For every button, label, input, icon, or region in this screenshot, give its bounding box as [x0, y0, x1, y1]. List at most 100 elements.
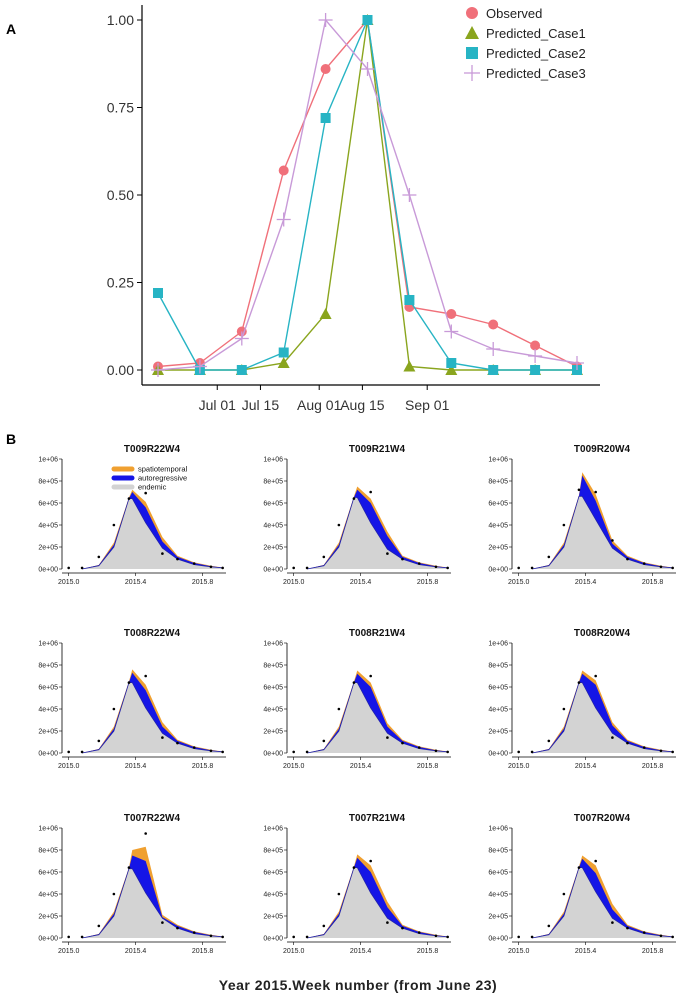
panel-b-observed-point [417, 746, 421, 749]
panel-b-observed-point [221, 935, 224, 939]
panel-a-point-0-3 [278, 165, 289, 176]
panel-b-observed-point [97, 924, 101, 928]
panel-b-x-tick-label: 2015.8 [642, 948, 664, 955]
panel-b-subplot-title: T009R20W4 [574, 444, 631, 455]
panel-b-observed-point [594, 490, 597, 494]
panel-b-observed-point [305, 566, 309, 570]
panel-b-subplot-title: T009R22W4 [124, 444, 181, 455]
panel-b-y-tick-label: 4e+05 [263, 892, 283, 899]
panel-a-point-3-9 [528, 349, 543, 363]
panel-b-endemic-outline [307, 682, 448, 754]
panel-b-observed-point [176, 557, 179, 561]
panel-b-observed-point [401, 926, 404, 930]
panel-b-observed-point [97, 739, 101, 743]
panel-b-x-tick-label: 2015.0 [58, 948, 80, 955]
panel-a-legend-label-1: Predicted_Case1 [486, 26, 586, 41]
panel-b-x-tick-label: 2015.8 [417, 579, 439, 586]
panel-b-y-tick-label: 2e+05 [38, 729, 58, 736]
panel-a-point-2-0 [153, 288, 163, 298]
panel-b-subplot-title: T007R22W4 [124, 813, 181, 824]
panel-b-observed-point [337, 892, 341, 896]
panel-b-subplot-1: T009R21W4 0e+00 2e+05 4e+05 6e+05 8e+05 1e+06 2… [263, 444, 451, 586]
panel-b-x-tick-label: 2015.4 [125, 579, 147, 586]
panel-b-observed-point [352, 497, 356, 500]
panel-a-y-tick-label: 0.00 [107, 362, 134, 378]
panel-b-observed-point [352, 681, 356, 684]
panel-b-observed-point [80, 750, 84, 754]
panel-b-y-tick-label: 8e+05 [488, 848, 508, 855]
panel-b-y-tick-label: 2e+05 [263, 914, 283, 921]
panel-b-observed-point [594, 859, 597, 863]
panel-a-point-3-0 [151, 363, 165, 377]
panel-b-observed-point [671, 566, 674, 570]
panel-b-observed-point [517, 750, 520, 754]
panel-b-subplot-title: T008R22W4 [124, 628, 181, 639]
panel-b-endemic-outline [82, 868, 223, 939]
panel-b-observed-point [517, 566, 520, 570]
panel-b-subplot-3: T008R22W4 0e+00 2e+05 4e+05 6e+05 8e+05 1e+06 2… [38, 628, 226, 770]
panel-b-observed-point [112, 523, 116, 527]
panel-b-observed-point [386, 552, 389, 555]
panel-b-legend-label-1: autoregressive [138, 474, 187, 483]
panel-b-y-tick-label: 1e+06 [488, 826, 508, 833]
panel-b-x-tick-label: 2015.4 [125, 763, 147, 770]
panel-b-observed-point [221, 566, 224, 570]
panel-b-x-tick-label: 2015.8 [192, 579, 214, 586]
panel-a-point-3-10 [570, 356, 584, 370]
panel-b-endemic-area [307, 682, 448, 753]
panel-a-point-2-5 [362, 15, 373, 25]
panel-b-y-tick-label: 1e+06 [488, 641, 508, 648]
panel-b-observed-point [434, 934, 438, 938]
panel-b-subplot-title: T007R20W4 [574, 813, 631, 824]
panel-b-endemic-outline [307, 497, 448, 570]
panel-b-subplot-4: T008R21W4 0e+00 2e+05 4e+05 6e+05 8e+05 1e+06 2… [263, 628, 451, 770]
panel-a-legend-label-2: Predicted_Case2 [486, 46, 586, 61]
panel-b-observed-point [671, 750, 674, 754]
panel-b-observed-point [161, 552, 164, 555]
panel-b-y-tick-label: 2e+05 [488, 914, 508, 921]
panel-b-endemic-outline [532, 496, 673, 570]
panel-b-x-tick-label: 2015.4 [575, 579, 597, 586]
panel-b-observed-point [659, 565, 663, 569]
panel-b-x-tick-label: 2015.0 [508, 579, 530, 586]
panel-b-observed-point [386, 736, 389, 739]
panel-a-legend-label-0: Observed [486, 6, 542, 21]
panel-a-point-3-1 [192, 359, 207, 374]
panel-b-x-tick-label: 2015.8 [642, 763, 664, 770]
panel-b-observed-point [161, 736, 164, 739]
panel-b-observed-point [292, 566, 295, 570]
panel-b-x-tick-label: 2015.8 [417, 948, 439, 955]
panel-b-x-tick-label: 2015.8 [192, 763, 214, 770]
panel-b-y-tick-label: 0e+00 [263, 936, 283, 943]
panel-a-legend-key-0 [466, 7, 478, 19]
panel-b-y-tick-label: 1e+06 [263, 457, 283, 464]
panel-b-y-tick-label: 0e+00 [38, 567, 58, 574]
panel-b-endemic-outline [532, 682, 673, 754]
panel-b-observed-point [322, 739, 326, 743]
panel-b-y-tick-label: 1e+06 [38, 826, 58, 833]
panel-b-observed-point [577, 681, 581, 684]
panel-b-observed-point [577, 488, 581, 492]
panel-b-y-tick-label: 4e+05 [38, 523, 58, 530]
panel-a-chart: 0.00 0.25 0.50 0.75 1.00 Jul 01 Jul 15 Aug 01Au… [107, 5, 600, 413]
panel-a-point-2-6 [404, 295, 415, 305]
panel-b-observed-point [594, 674, 597, 678]
panel-b-subplot-0: T009R22W4 0e+00 2e+05 4e+05 6e+05 8e+05 1e+06 2… [38, 444, 226, 586]
panel-a-point-0-7 [446, 309, 457, 319]
panel-b-x-tick-label: 2015.8 [642, 579, 664, 586]
panel-b-x-tick-label: 2015.4 [350, 579, 372, 586]
panel-b-observed-point [337, 523, 341, 527]
panel-b-endemic-area [532, 682, 673, 753]
panel-b-label: B [6, 431, 16, 447]
panel-b-observed-point [446, 750, 449, 754]
panel-b-y-tick-label: 6e+05 [263, 501, 283, 508]
panel-b-x-tick-label: 2015.8 [192, 948, 214, 955]
panel-a-point-1-7 [445, 364, 458, 375]
panel-b-subplot-5: T008R20W4 0e+00 2e+05 4e+05 6e+05 8e+05 1e+06 2… [488, 628, 676, 770]
panel-b-x-tick-label: 2015.0 [58, 763, 80, 770]
panel-b-y-tick-label: 4e+05 [488, 523, 508, 530]
panel-a-y-tick-label: 0.25 [107, 275, 134, 291]
panel-b-observed-point [67, 750, 70, 754]
panel-b-observed-point [80, 566, 84, 570]
